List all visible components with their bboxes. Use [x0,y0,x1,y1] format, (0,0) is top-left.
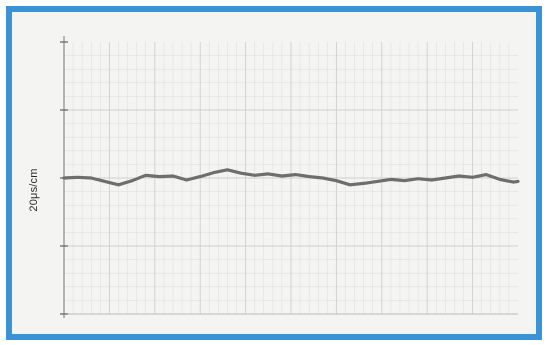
major-gridlines [64,42,518,314]
series-group [62,168,520,187]
chart-frame: 20μs/cm [6,6,542,340]
y-axis-label: 20μs/cm [28,168,40,212]
plot-area [12,12,536,334]
oscilloscope-chart [60,36,520,318]
series-line [62,168,520,187]
